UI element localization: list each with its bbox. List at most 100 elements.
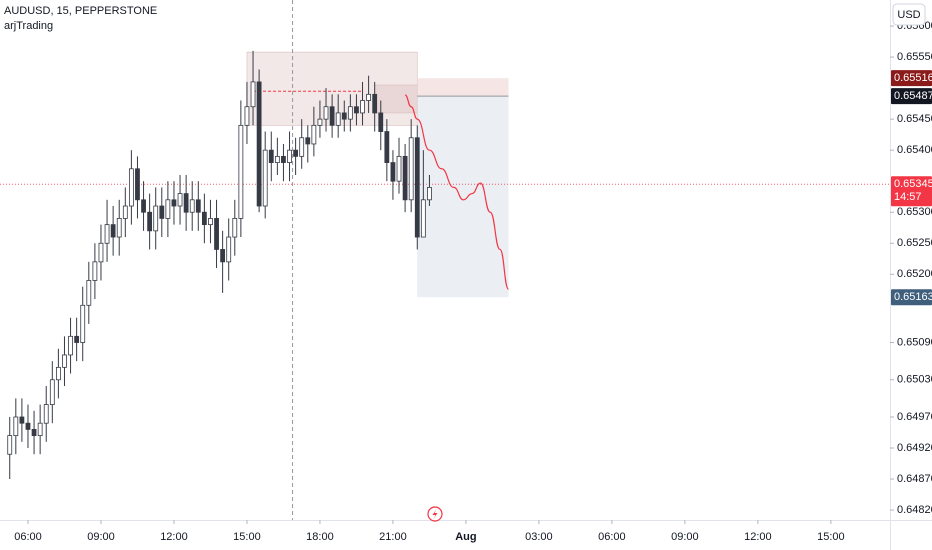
candle — [135, 156, 140, 219]
candle — [104, 199, 110, 262]
candle — [420, 150, 426, 238]
candle-body — [347, 106, 353, 120]
x-tick-label: 06:00 — [598, 531, 626, 543]
candle-body — [135, 168, 140, 201]
candle — [62, 336, 67, 386]
candle — [299, 119, 305, 169]
candle-body — [189, 199, 195, 213]
candle-body — [122, 205, 128, 219]
target-zone — [417, 96, 509, 298]
candle — [171, 181, 177, 225]
candle — [19, 398, 25, 442]
candle-body — [37, 422, 43, 437]
candle — [183, 174, 189, 231]
x-tick-label: 12:00 — [160, 531, 188, 543]
candle-body — [116, 218, 122, 238]
x-tick-label: 15:00 — [233, 531, 261, 543]
price-tag — [891, 70, 932, 87]
alert-icon[interactable] — [427, 506, 443, 522]
price-tag — [891, 88, 932, 105]
candle-body — [80, 304, 86, 343]
candle-body — [25, 422, 31, 430]
x-tick-label: 03:00 — [525, 531, 553, 543]
candle — [372, 81, 378, 132]
candle — [305, 125, 311, 163]
candle — [80, 286, 86, 362]
candle — [141, 181, 146, 231]
price-tag — [891, 176, 932, 207]
stop-zone — [417, 78, 509, 97]
candle-body — [165, 199, 171, 219]
candle — [177, 174, 183, 225]
candle-body — [220, 249, 226, 263]
candle — [287, 131, 292, 182]
candle-body — [323, 106, 329, 120]
candle-body — [19, 416, 25, 424]
candle — [201, 193, 207, 244]
candle-body — [268, 149, 274, 163]
candle-body — [183, 193, 189, 213]
candle — [25, 404, 31, 449]
candle — [226, 218, 232, 281]
candle-body — [141, 199, 146, 213]
candle — [335, 94, 341, 138]
candle-body — [49, 379, 55, 405]
candle-body — [226, 236, 232, 263]
candle — [68, 317, 73, 374]
currency-label[interactable]: USD — [897, 9, 920, 21]
candle-body — [171, 199, 177, 207]
candle — [31, 410, 37, 455]
candle — [122, 187, 128, 238]
x-tick-label: 09:00 — [87, 531, 115, 543]
candle — [98, 224, 104, 281]
candle-body — [384, 131, 390, 163]
candle — [408, 119, 414, 213]
candle — [116, 199, 122, 256]
x-tick-label: 09:00 — [671, 531, 699, 543]
candle-body — [427, 186, 432, 201]
candle — [49, 361, 55, 424]
x-tick-label: Aug — [455, 531, 476, 543]
candle-body — [232, 218, 238, 238]
candle-body — [287, 149, 292, 163]
candle-body — [378, 112, 384, 132]
candle — [354, 94, 359, 126]
countdown: 14:57 — [894, 191, 922, 203]
chart-title: AUDUSD, 15, PEPPERSTONE — [4, 5, 157, 17]
candle-body — [305, 137, 311, 145]
candle-body — [390, 162, 396, 182]
candle-body — [195, 199, 201, 213]
candle-body — [274, 155, 280, 163]
axes: 0.656000.655500.654500.654000.653000.652… — [14, 20, 932, 543]
candle-body — [372, 93, 378, 114]
candle — [92, 243, 98, 300]
candle — [74, 317, 80, 362]
candle — [159, 187, 165, 238]
alert-bolt[interactable] — [432, 509, 438, 519]
currency-button[interactable] — [892, 3, 926, 26]
candle — [55, 348, 61, 399]
candle — [378, 100, 384, 151]
candle — [274, 137, 280, 175]
candle-body — [360, 100, 365, 114]
x-tick-label: 21:00 — [379, 531, 407, 543]
candle-body — [201, 211, 207, 226]
x-tick-label: 15:00 — [817, 531, 845, 543]
candle-body — [311, 124, 317, 145]
candle-body — [293, 149, 299, 157]
candle-body — [92, 261, 98, 281]
candle-body — [238, 124, 244, 219]
candle-body — [13, 416, 19, 437]
candle-body — [110, 224, 116, 238]
candle — [341, 100, 347, 132]
candle — [329, 94, 335, 138]
candle — [317, 100, 323, 138]
candle — [250, 50, 256, 126]
candle — [37, 404, 43, 455]
